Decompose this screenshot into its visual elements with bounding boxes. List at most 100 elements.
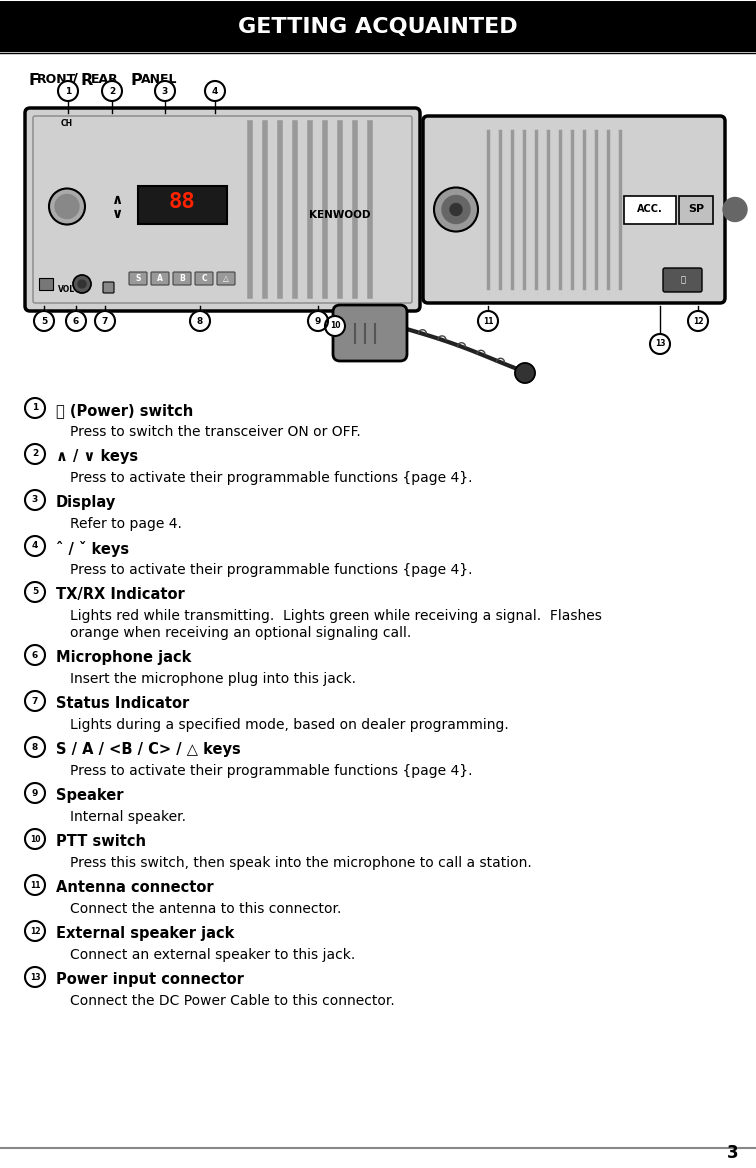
Circle shape xyxy=(25,645,45,665)
Text: EAR: EAR xyxy=(91,72,119,86)
Text: 10: 10 xyxy=(29,834,40,843)
FancyBboxPatch shape xyxy=(25,107,420,311)
Text: ⑬: ⑬ xyxy=(680,276,686,285)
Text: 3: 3 xyxy=(727,1143,738,1162)
Text: Power input connector: Power input connector xyxy=(56,972,244,987)
Text: TX/RX Indicator: TX/RX Indicator xyxy=(56,588,184,602)
Text: ∧: ∧ xyxy=(113,193,124,207)
Text: ACC.: ACC. xyxy=(637,204,663,215)
Text: A: A xyxy=(157,274,163,283)
Text: Press to activate their programmable functions {page 4}.: Press to activate their programmable fun… xyxy=(70,764,472,778)
Circle shape xyxy=(25,398,45,418)
Text: 5: 5 xyxy=(32,588,38,597)
Circle shape xyxy=(650,334,670,354)
Circle shape xyxy=(478,311,498,331)
Text: ⓔ (Power) switch: ⓔ (Power) switch xyxy=(56,403,194,418)
Circle shape xyxy=(25,737,45,757)
Text: 11: 11 xyxy=(29,881,40,890)
Circle shape xyxy=(25,875,45,895)
Text: Press this switch, then speak into the microphone to call a station.: Press this switch, then speak into the m… xyxy=(70,856,531,870)
Circle shape xyxy=(25,491,45,510)
FancyBboxPatch shape xyxy=(173,272,191,285)
Text: 8: 8 xyxy=(197,317,203,326)
Text: 12: 12 xyxy=(29,926,40,936)
FancyBboxPatch shape xyxy=(103,281,114,293)
Circle shape xyxy=(58,81,78,100)
Circle shape xyxy=(102,81,122,100)
Text: R: R xyxy=(80,72,92,88)
Text: Insert the microphone plug into this jack.: Insert the microphone plug into this jac… xyxy=(70,672,356,686)
Text: F: F xyxy=(28,72,39,88)
Text: External speaker jack: External speaker jack xyxy=(56,926,234,941)
Circle shape xyxy=(515,363,535,383)
Text: 4: 4 xyxy=(32,542,39,550)
Circle shape xyxy=(55,195,79,218)
Text: 8: 8 xyxy=(32,743,38,751)
Text: 9: 9 xyxy=(314,317,321,326)
FancyBboxPatch shape xyxy=(151,272,169,285)
Text: 9: 9 xyxy=(32,788,39,798)
FancyBboxPatch shape xyxy=(663,267,702,292)
Circle shape xyxy=(25,536,45,556)
Circle shape xyxy=(25,922,45,941)
Text: 3: 3 xyxy=(32,495,38,505)
Circle shape xyxy=(95,311,115,331)
Circle shape xyxy=(434,188,478,231)
Text: 6: 6 xyxy=(32,651,38,660)
Text: Connect the antenna to this connector.: Connect the antenna to this connector. xyxy=(70,902,342,916)
Text: orange when receiving an optional signaling call.: orange when receiving an optional signal… xyxy=(70,626,411,640)
Text: KENWOOD: KENWOOD xyxy=(309,209,370,220)
Circle shape xyxy=(25,783,45,804)
Circle shape xyxy=(450,203,462,216)
Circle shape xyxy=(25,829,45,849)
Text: P: P xyxy=(130,72,142,88)
Text: Press to activate their programmable functions {page 4}.: Press to activate their programmable fun… xyxy=(70,471,472,485)
Text: Status Indicator: Status Indicator xyxy=(56,696,189,711)
Circle shape xyxy=(688,311,708,331)
FancyBboxPatch shape xyxy=(39,278,53,290)
Circle shape xyxy=(34,311,54,331)
Text: 4: 4 xyxy=(212,86,218,96)
Text: 13: 13 xyxy=(29,973,40,981)
Text: /: / xyxy=(72,72,78,88)
Text: ˆ / ˇ keys: ˆ / ˇ keys xyxy=(56,541,129,557)
Text: 3: 3 xyxy=(162,86,168,96)
FancyBboxPatch shape xyxy=(138,186,227,223)
Text: Lights during a specified mode, based on dealer programming.: Lights during a specified mode, based on… xyxy=(70,718,509,732)
Text: 1: 1 xyxy=(65,86,71,96)
Text: 6: 6 xyxy=(73,317,79,326)
Circle shape xyxy=(66,311,86,331)
Circle shape xyxy=(325,317,345,336)
Circle shape xyxy=(25,691,45,711)
Text: 10: 10 xyxy=(330,321,340,331)
FancyBboxPatch shape xyxy=(333,305,407,361)
Text: 12: 12 xyxy=(692,317,703,326)
Circle shape xyxy=(25,444,45,464)
Text: Connect the DC Power Cable to this connector.: Connect the DC Power Cable to this conne… xyxy=(70,994,395,1008)
Text: 7: 7 xyxy=(32,696,39,705)
FancyBboxPatch shape xyxy=(679,195,713,223)
Text: Press to switch the transceiver ON or OFF.: Press to switch the transceiver ON or OF… xyxy=(70,425,361,439)
Text: ANEL: ANEL xyxy=(141,72,178,86)
Text: VOL: VOL xyxy=(58,285,76,294)
Text: 11: 11 xyxy=(483,317,493,326)
Text: 2: 2 xyxy=(32,450,38,459)
Text: Connect an external speaker to this jack.: Connect an external speaker to this jack… xyxy=(70,948,355,962)
Text: 7: 7 xyxy=(102,317,108,326)
FancyBboxPatch shape xyxy=(423,116,725,303)
Circle shape xyxy=(25,582,45,602)
Text: Internal speaker.: Internal speaker. xyxy=(70,809,186,823)
Text: Press to activate their programmable functions {page 4}.: Press to activate their programmable fun… xyxy=(70,563,472,577)
Circle shape xyxy=(78,280,86,288)
Circle shape xyxy=(155,81,175,100)
Text: PTT switch: PTT switch xyxy=(56,834,146,849)
FancyBboxPatch shape xyxy=(624,195,676,223)
Text: Antenna connector: Antenna connector xyxy=(56,880,214,895)
Circle shape xyxy=(49,188,85,224)
Text: ∨: ∨ xyxy=(113,207,124,221)
Text: S / A / <B / C> / △ keys: S / A / <B / C> / △ keys xyxy=(56,742,240,757)
Text: SP: SP xyxy=(688,204,704,215)
Text: Lights red while transmitting.  Lights green while receiving a signal.  Flashes: Lights red while transmitting. Lights gr… xyxy=(70,609,602,623)
Text: 5: 5 xyxy=(41,317,47,326)
Text: Refer to page 4.: Refer to page 4. xyxy=(70,517,182,531)
